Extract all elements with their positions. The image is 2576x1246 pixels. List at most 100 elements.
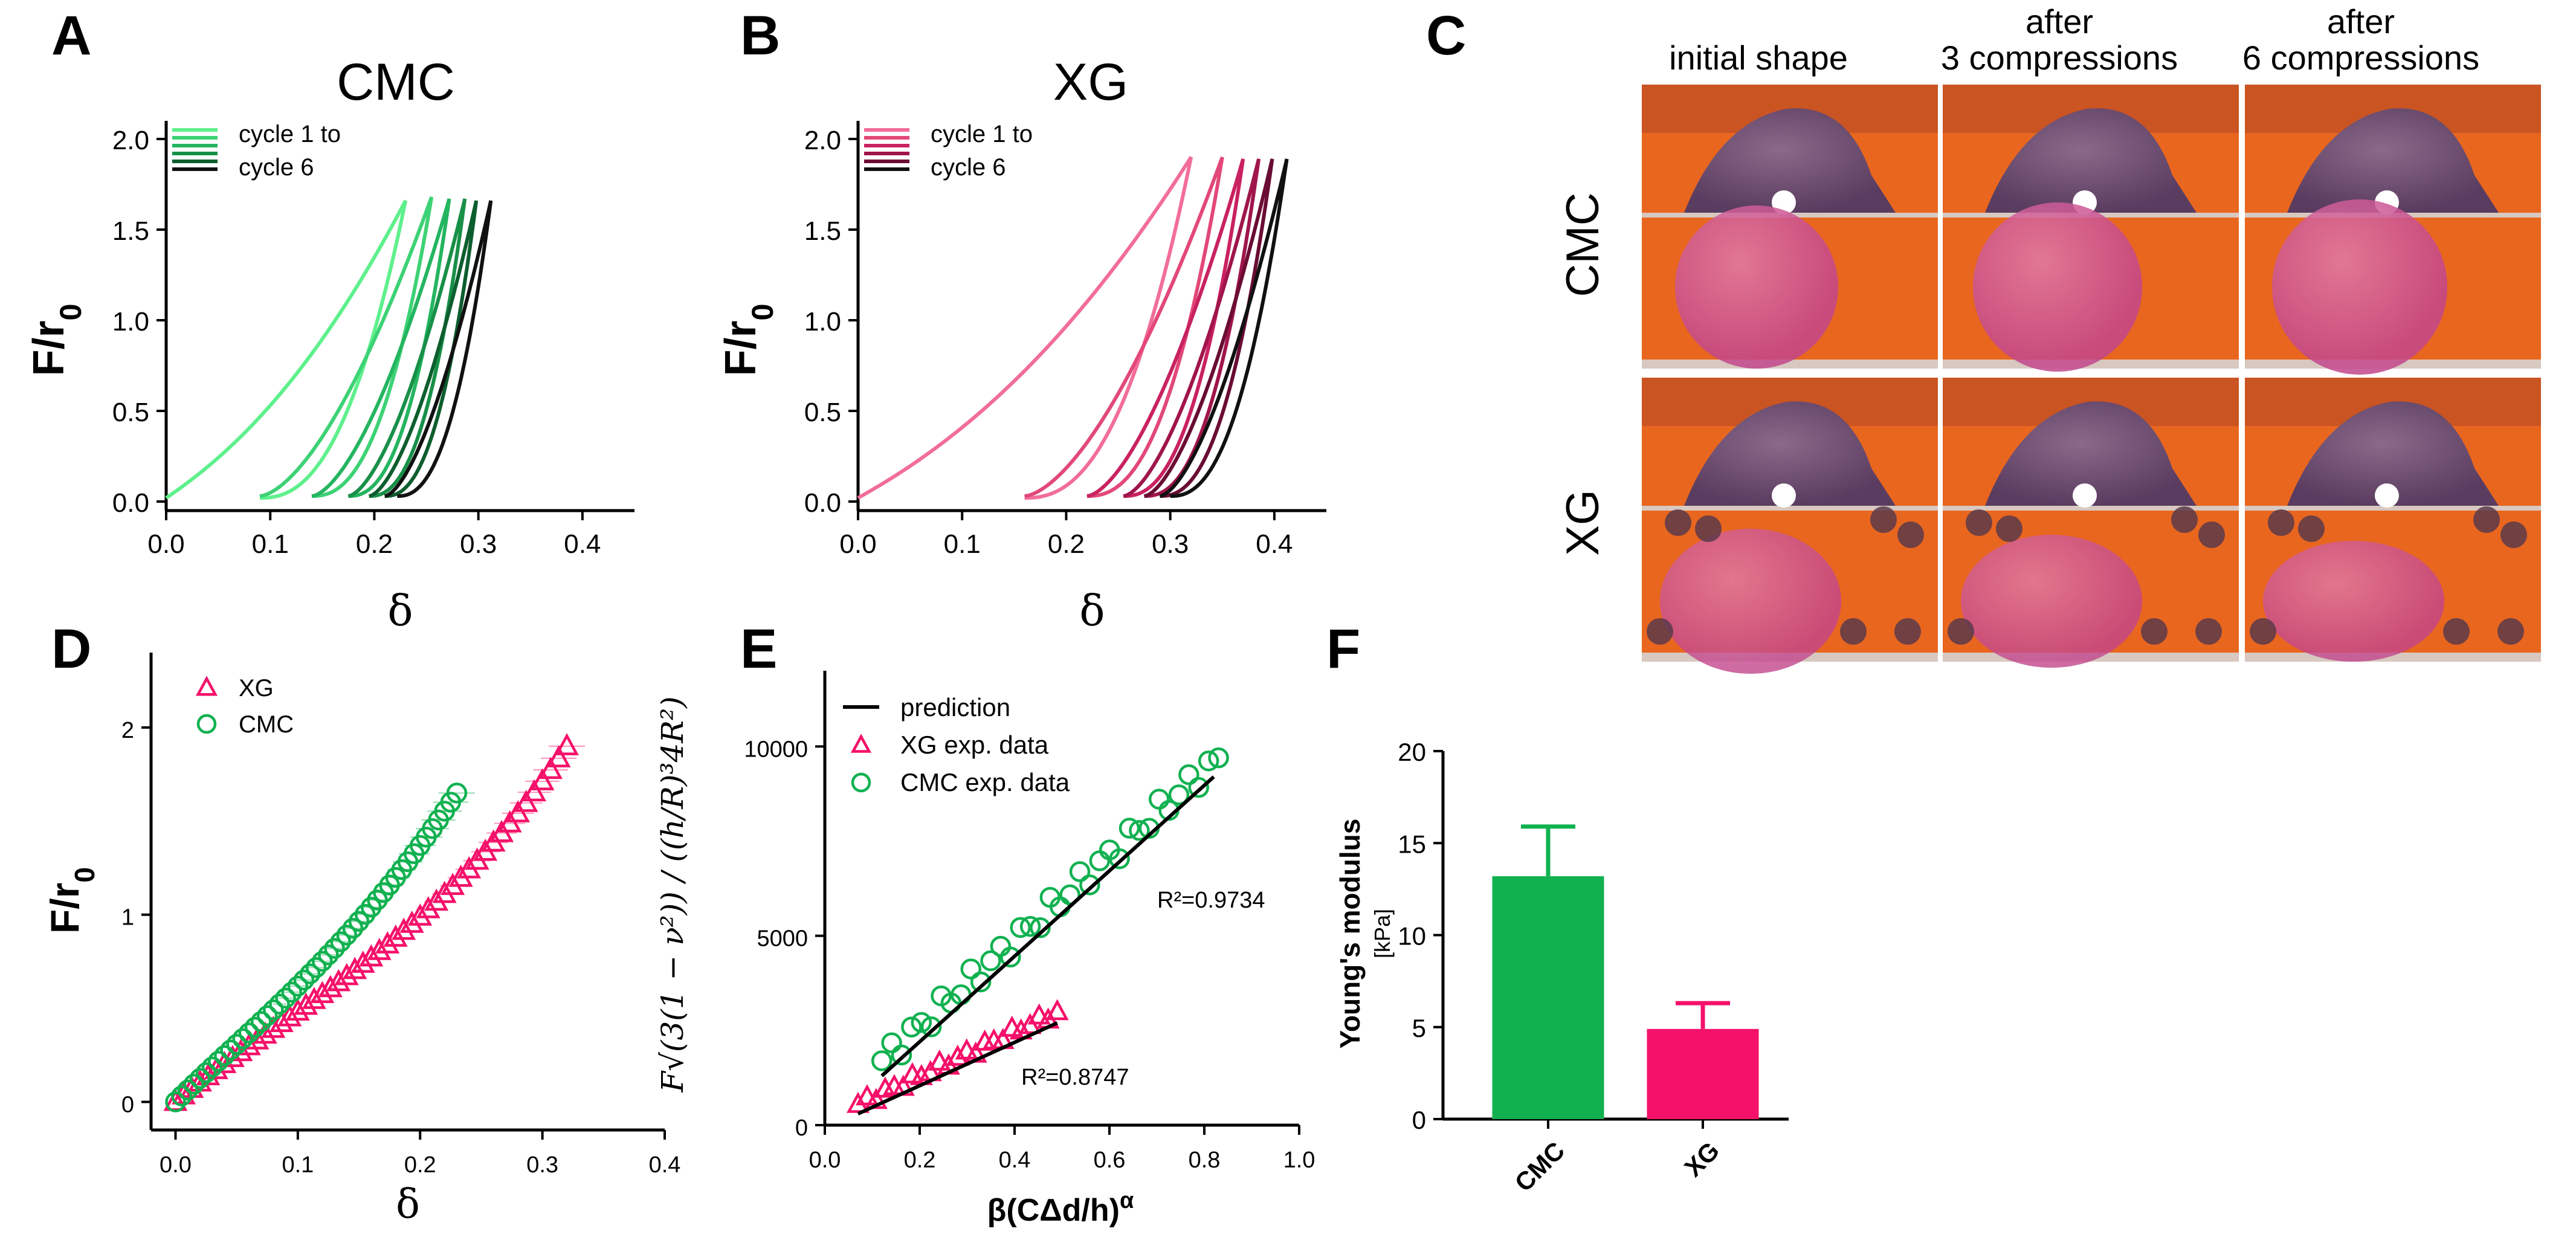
xg-point: [955, 1038, 978, 1060]
photo-bubble: [1647, 618, 1673, 645]
cmc-point: [990, 935, 1012, 957]
cmc-point: [970, 971, 992, 993]
prediction-line: [880, 775, 1215, 1077]
legend-marker-cmc: [851, 772, 871, 793]
cmc-point: [1030, 917, 1051, 938]
photo-cell-body: [2287, 401, 2499, 506]
x-axis-label: δ: [387, 586, 413, 636]
cmc-point: [305, 957, 327, 978]
cmc-point: [1198, 750, 1219, 772]
cmc-point: [1119, 818, 1140, 839]
cmc-point: [1019, 915, 1041, 937]
cmc-point: [275, 987, 296, 1009]
y-tick-label: 5000: [757, 926, 808, 952]
photo-bubble: [1894, 618, 1921, 645]
xg-point: [1045, 999, 1069, 1021]
legend-label-xg: XG exp. data: [900, 731, 1049, 759]
legend-label: cycle 6: [239, 154, 314, 181]
cmc-point: [263, 999, 284, 1021]
cmc-point: [226, 1033, 247, 1055]
loop-cycle-5: [369, 200, 479, 498]
photo-bottom-plate: [1642, 360, 1938, 369]
photo-bubble: [1897, 521, 1924, 548]
photo-bubble: [1870, 506, 1897, 533]
photo-bead: [2263, 541, 2444, 662]
photo-bubble: [1695, 515, 1722, 542]
photo-col-header-3-line1: after: [2327, 2, 2395, 40]
r2-xg-label: R²=0.8747: [1021, 1065, 1129, 1090]
cmc-point: [1178, 764, 1199, 786]
xg-point: [359, 944, 384, 967]
photo-row-label-cmc: CMC: [1557, 192, 1609, 297]
photo-grid: initial shape after 3 compressions after…: [1557, 2, 2541, 674]
loop-cycle-1: [165, 199, 408, 500]
x-tick-label: 0.0: [160, 1152, 192, 1178]
y-tick-label: 1.5: [804, 216, 841, 246]
cmc-point: [269, 993, 290, 1015]
loop-cycle-2: [1024, 156, 1224, 498]
cmc-point: [299, 963, 321, 984]
x-tick-label: CMC: [1509, 1136, 1570, 1197]
photo-bright-spot: [2375, 483, 2399, 508]
cmc-point: [1069, 861, 1091, 882]
bar-xg: [1647, 1028, 1759, 1119]
xg-point: [350, 951, 375, 973]
photo-cell-body: [1684, 108, 1896, 213]
photo-bubble: [2141, 618, 2168, 645]
cmc-point: [257, 1005, 278, 1027]
photo-col-header-2-line1: after: [2026, 2, 2093, 40]
photo-cell-body: [1684, 401, 1896, 506]
xg-point: [294, 992, 318, 1015]
x-tick-label: 0.1: [944, 529, 981, 559]
y-tick-label: 0: [1412, 1106, 1426, 1134]
prediction-line: [857, 1021, 1058, 1115]
y-tick-label: 5: [1412, 1014, 1426, 1042]
y-tick-label: 10000: [744, 737, 808, 762]
xg-point: [302, 987, 326, 1009]
cmc-point: [232, 1028, 254, 1050]
legend-label: cycle 1 to: [239, 121, 341, 147]
photo-bubble: [2268, 509, 2294, 536]
y-tick-label: 2: [121, 718, 134, 743]
y-tick-label: 0: [795, 1115, 808, 1141]
photo-bead: [1675, 205, 1838, 369]
photo-col-header-3-line2: 6 compressions: [2242, 39, 2479, 77]
x-tick-label: 0.2: [1048, 529, 1085, 559]
xg-point: [269, 1010, 294, 1033]
photo-cmc-2: [1943, 85, 2239, 372]
cmc-point: [177, 1079, 198, 1101]
cmc-point: [1168, 784, 1190, 805]
photo-bright-spot: [1772, 483, 1796, 508]
x-tick-label: 0.3: [460, 529, 497, 559]
xg-point: [228, 1039, 253, 1062]
photo-cell-body: [1985, 108, 2197, 213]
y-tick-label: 0.0: [112, 488, 149, 518]
x-axis-label: δ: [396, 1181, 420, 1227]
chart-b-xg-cycles: 0.0 0.1 0.2 0.3 0.4 0.0 0.5 1.0 1.5 2.0 XG δ F/r0 cyc…: [717, 53, 1326, 636]
xg-point: [285, 998, 310, 1021]
y-axis-unit: [kPa]: [1370, 909, 1395, 958]
loop-cycle-6: [1159, 158, 1289, 498]
photo-cmc-3: [2245, 85, 2541, 375]
loop-cycle-4: [347, 198, 467, 498]
loop-cycle-1: [857, 156, 1193, 500]
cmc-point: [891, 1044, 912, 1066]
y-tick-label: 20: [1398, 738, 1426, 766]
cmc-point: [165, 1091, 186, 1112]
photo-bubble: [1665, 509, 1691, 536]
cmc-point: [1079, 874, 1100, 896]
chart-title: CMC: [337, 53, 455, 111]
photo-bubble: [2500, 521, 2527, 548]
cmc-point: [195, 1062, 217, 1083]
y-tick-label: 1.0: [112, 307, 149, 337]
chart-f-youngs-modulus: 0 5 10 15 20 Young's modulus [kPa] CMC XG: [1334, 738, 1789, 1197]
photo-bubble: [1966, 509, 1992, 536]
legend-label-xg: XG: [239, 675, 274, 702]
x-tick-label: XG: [1679, 1136, 1725, 1182]
photo-top-plate: [1642, 506, 1938, 511]
cmc-point: [318, 944, 339, 966]
chart-d-force-vs-deformation: 0.0 0.1 0.2 0.3 0.4 0 1 2 F/r0 δ XG CMC: [42, 653, 680, 1227]
loop-cycle-4: [1123, 158, 1261, 498]
photo-bubble: [2497, 618, 2524, 645]
xg-point: [946, 1044, 969, 1066]
